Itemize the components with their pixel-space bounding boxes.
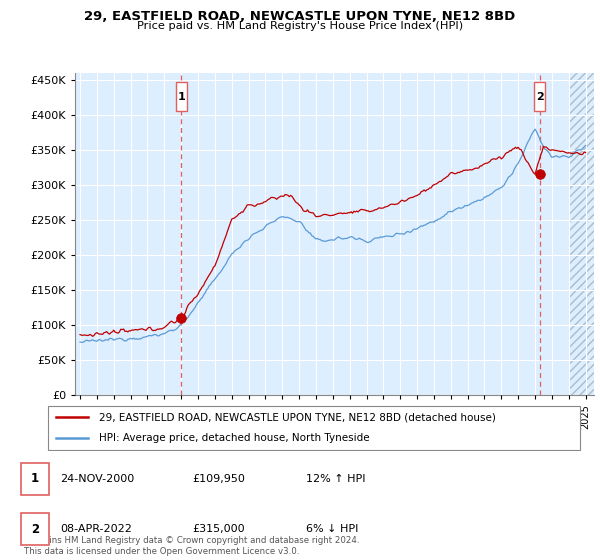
Text: 6% ↓ HPI: 6% ↓ HPI	[306, 524, 358, 534]
Text: 1: 1	[177, 92, 185, 102]
Text: 2: 2	[536, 92, 544, 102]
Text: 08-APR-2022: 08-APR-2022	[60, 524, 132, 534]
Text: 2: 2	[31, 522, 39, 536]
FancyBboxPatch shape	[534, 82, 545, 111]
Text: 1: 1	[31, 472, 39, 486]
Text: £315,000: £315,000	[192, 524, 245, 534]
Text: 12% ↑ HPI: 12% ↑ HPI	[306, 474, 365, 484]
Bar	[569, 73, 594, 395]
Text: HPI: Average price, detached house, North Tyneside: HPI: Average price, detached house, Nort…	[99, 433, 370, 444]
Text: Price paid vs. HM Land Registry's House Price Index (HPI): Price paid vs. HM Land Registry's House …	[137, 21, 463, 31]
Text: Contains HM Land Registry data © Crown copyright and database right 2024.
This d: Contains HM Land Registry data © Crown c…	[24, 536, 359, 556]
FancyBboxPatch shape	[48, 406, 580, 450]
Text: 29, EASTFIELD ROAD, NEWCASTLE UPON TYNE, NE12 8BD (detached house): 29, EASTFIELD ROAD, NEWCASTLE UPON TYNE,…	[99, 412, 496, 422]
Text: £109,950: £109,950	[192, 474, 245, 484]
FancyBboxPatch shape	[176, 82, 187, 111]
Bar	[569, 73, 594, 395]
Text: 29, EASTFIELD ROAD, NEWCASTLE UPON TYNE, NE12 8BD: 29, EASTFIELD ROAD, NEWCASTLE UPON TYNE,…	[85, 10, 515, 22]
Text: 24-NOV-2000: 24-NOV-2000	[60, 474, 134, 484]
